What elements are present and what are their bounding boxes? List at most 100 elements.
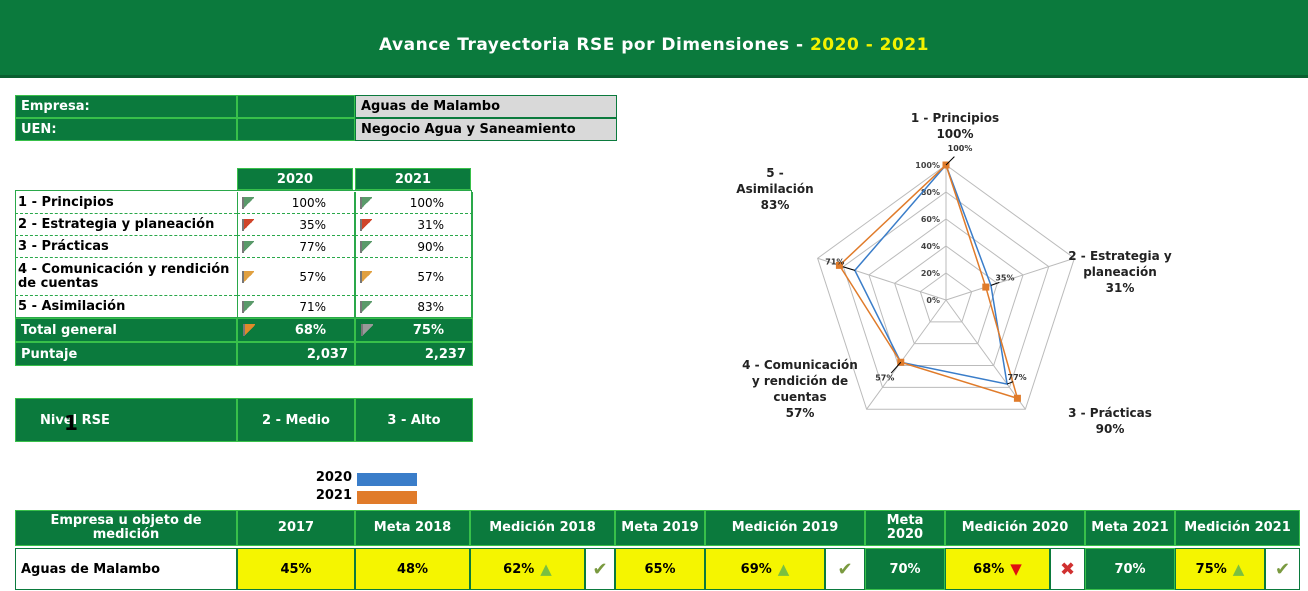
leader-line	[945, 156, 955, 166]
status-icon: ✔	[1265, 548, 1300, 590]
category-label: 1 - Principios 100%	[900, 110, 1010, 210]
info-value: Aguas de Malambo	[355, 95, 617, 118]
grid-ring	[919, 272, 973, 323]
value: 45%	[280, 561, 312, 577]
value: 2,237	[424, 346, 466, 362]
value: 100%	[409, 195, 444, 210]
category-name: 2 - Estrategia y planeación	[1068, 249, 1172, 279]
value: 68%	[294, 322, 326, 338]
level-value: 3 - Alto	[355, 398, 473, 442]
leader-line	[990, 281, 1000, 286]
spoke	[945, 299, 1026, 410]
value: 90%	[417, 239, 444, 254]
total-value: 68%	[237, 318, 355, 342]
category-label: 2 - Estrategia y planeación 31%	[1065, 248, 1175, 348]
table-header: Meta 2019	[615, 510, 705, 546]
info-label: Empresa:	[15, 95, 237, 118]
value: 69%	[740, 561, 772, 577]
flag-icon	[242, 300, 254, 313]
tick-label: 20%	[921, 269, 940, 278]
tick-label: 100%	[915, 161, 940, 170]
table-header: Medición 2019	[705, 510, 865, 546]
flag-icon	[242, 240, 254, 253]
value: 57%	[417, 269, 444, 284]
tick-label: 0%	[926, 296, 940, 305]
row-name: Aguas de Malambo	[15, 548, 237, 590]
value: 70%	[889, 561, 921, 577]
series-line	[853, 163, 1009, 386]
tick-label: 80%	[921, 188, 940, 197]
dimension-value: 90%	[355, 236, 473, 258]
level-value: 2 - Medio	[237, 398, 355, 442]
value: 75%	[412, 322, 444, 338]
table-header: Meta 2018	[355, 510, 470, 546]
table-header: Medición 2020	[945, 510, 1085, 546]
title: Avance Trayectoria RSE por Dimensiones -	[379, 35, 804, 55]
grid-ring	[868, 218, 1024, 367]
leader-line	[1006, 381, 1014, 385]
tick-label: 40%	[921, 242, 940, 251]
total-value: 75%	[355, 318, 473, 342]
dimension-label: 2 - Estrategia y planeación	[15, 214, 237, 236]
value: 48%	[396, 561, 429, 577]
value: 65%	[644, 561, 676, 577]
score-value: 2,237	[355, 342, 473, 366]
category-name: 5 - Asimilación	[736, 166, 814, 196]
value: 100%	[291, 195, 326, 210]
point	[835, 261, 843, 269]
table-cell: 68% ▼	[945, 548, 1050, 590]
table-cell: 45%	[237, 548, 355, 590]
flag-icon	[360, 218, 372, 231]
data-label: 77%	[1008, 373, 1027, 382]
spoke	[945, 257, 1075, 301]
flag-icon	[243, 324, 255, 336]
flag-icon	[242, 218, 254, 231]
dimension-label: 1 - Principios	[15, 192, 237, 214]
spoke	[866, 299, 947, 410]
data-label: 83%	[760, 198, 790, 212]
leader-line	[890, 361, 902, 374]
series-line	[838, 163, 1019, 400]
tick-label: 60%	[921, 215, 940, 224]
grid-ring	[842, 191, 1050, 388]
info-label: UEN:	[15, 118, 237, 141]
value: 71%	[299, 299, 326, 314]
dimension-value: 31%	[355, 214, 473, 236]
value: 62%	[503, 561, 535, 577]
data-label: 35%	[995, 273, 1014, 282]
dimension-label: 5 - Asimilación	[15, 296, 237, 318]
info-blank	[237, 118, 355, 141]
dimension-value: 100%	[355, 192, 473, 214]
trend-icon: ▲	[1232, 560, 1245, 578]
level-marker: 1	[64, 411, 78, 435]
info-blank	[237, 95, 355, 118]
table-header: Meta 2020	[865, 510, 945, 546]
dimension-value: 71%	[237, 296, 355, 318]
level-label-text: Nivel RSE	[40, 412, 110, 428]
leader-line	[842, 266, 855, 271]
grid-ring	[894, 245, 998, 345]
dimension-value: 57%	[355, 258, 473, 296]
table-header: Empresa u objeto de medición	[15, 510, 237, 546]
value: 57%	[299, 269, 326, 284]
table-header: 2017	[237, 510, 355, 546]
data-label: 57%	[785, 406, 815, 420]
category-label: 4 - Comunicación y rendición de cuentas 5…	[740, 357, 860, 457]
dimension-label: 4 - Comunicación y rendición de cuentas	[15, 258, 237, 296]
flag-icon	[242, 270, 254, 283]
trend-icon: ▲	[777, 560, 790, 578]
category-name: 3 - Prácticas	[1068, 406, 1152, 420]
dimension-value: 83%	[355, 296, 473, 318]
flag-icon	[360, 196, 372, 209]
table-header: Medición 2021	[1175, 510, 1300, 546]
data-label: 100%	[948, 144, 973, 153]
column-header: 2020	[237, 168, 353, 190]
trend-icon: ▲	[540, 560, 552, 578]
trend-icon: ▼	[1010, 560, 1022, 578]
total-label: Total general	[15, 318, 237, 342]
value: 75%	[1195, 561, 1227, 577]
table-cell: 62% ▲	[470, 548, 585, 590]
table-cell: 69% ▲	[705, 548, 825, 590]
table-cell: 48%	[355, 548, 470, 590]
